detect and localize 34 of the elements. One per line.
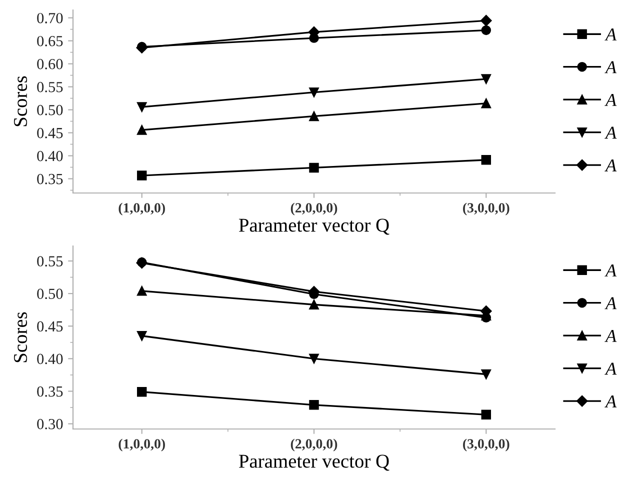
- y-tick-label: 0.40: [37, 150, 63, 162]
- x-tick-label: (1,0,0,0): [118, 202, 165, 216]
- y-tick-label: 0.40: [37, 354, 63, 364]
- x-tick-label: (2,0,0,0): [290, 438, 338, 452]
- y-tick-label: 0.35: [37, 386, 63, 397]
- x-axis-title: Parameter vector Q: [238, 454, 390, 471]
- y-axis-title: Scores: [14, 76, 28, 126]
- y-tick-label: 0.50: [37, 104, 63, 116]
- legend-label: A: [604, 330, 617, 342]
- x-axis-title: Parameter vector Q: [238, 218, 390, 235]
- legend-label: A: [604, 28, 617, 40]
- legend-label: A: [604, 297, 617, 310]
- y-tick-label: 0.50: [37, 288, 63, 300]
- y-tick-label: 0.70: [37, 12, 63, 24]
- x-tick-label: (3,0,0,0): [463, 202, 510, 216]
- x-tick-label: (3,0,0,0): [463, 438, 510, 452]
- legend-label: A: [604, 159, 617, 172]
- y-axis-title: Scores: [14, 312, 28, 362]
- x-tick-label: (2,0,0,0): [290, 202, 338, 216]
- y-tick-label: 0.45: [37, 321, 63, 332]
- y-tick-label: 0.45: [37, 128, 63, 138]
- legend-label: A: [604, 61, 617, 74]
- legend-label: A: [604, 94, 617, 106]
- y-tick-label: 0.55: [37, 82, 63, 92]
- legend-label: A: [604, 362, 617, 375]
- y-tick-label: 0.55: [37, 256, 63, 266]
- y-tick-label: 0.65: [37, 36, 63, 46]
- legend-label: A: [604, 395, 617, 408]
- y-tick-label: 0.60: [37, 58, 63, 70]
- legend-label: A: [604, 264, 617, 276]
- y-tick-label: 0.35: [37, 174, 63, 184]
- x-tick-label: (1,0,0,0): [118, 438, 165, 452]
- legend-label: A: [604, 126, 617, 139]
- y-tick-label: 0.30: [37, 418, 63, 430]
